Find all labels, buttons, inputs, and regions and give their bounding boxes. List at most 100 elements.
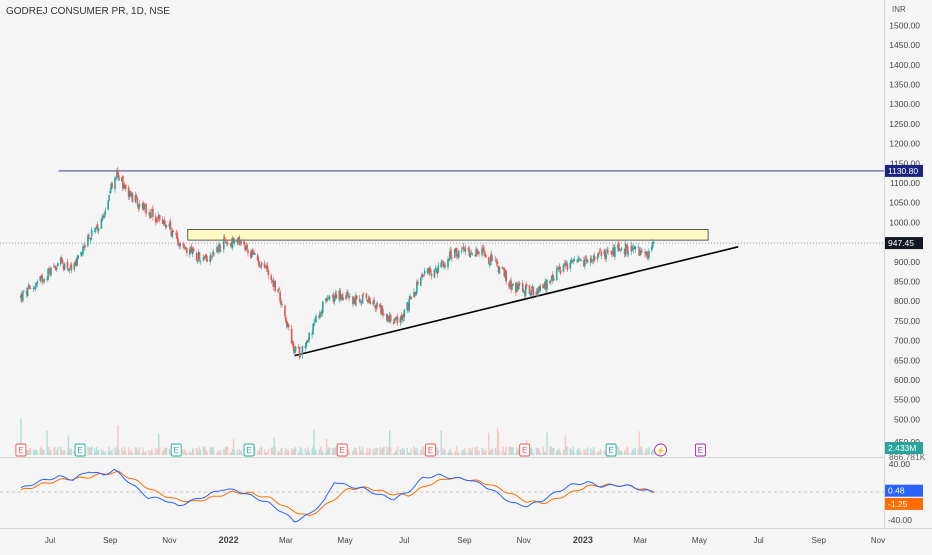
volume-bar [474,447,476,455]
candle-body [240,241,242,244]
candle-body [496,262,499,264]
volume-bar [415,451,417,455]
candle-body [247,250,249,254]
candle-body [421,275,424,277]
candle-body [523,291,526,295]
candle-body [223,237,226,241]
candle-body [449,251,451,260]
volume-bar [542,446,544,455]
volume-bar [380,450,382,455]
candle-body [321,311,323,314]
candle-body [163,220,166,226]
volume-bar [60,449,63,455]
candle-body [611,251,613,255]
volume-bar [598,452,601,455]
candle-body [257,260,260,265]
candle-layer [20,166,655,360]
y-tick-label: 1050.00 [889,198,920,208]
candle-body [461,247,464,249]
volume-bar [97,450,100,455]
volume-bar [220,450,222,455]
candle-body [467,247,470,250]
volume-bar [349,452,351,455]
candle-body [525,284,528,287]
candle-body [169,221,172,230]
candle-body [631,247,634,251]
volume-bar [107,450,109,455]
candle-body [210,257,212,258]
candle-body [66,261,69,269]
volume-bar [185,452,187,455]
candle-body [483,247,485,252]
volume-bar [353,450,355,455]
volume-bar [546,432,548,455]
candle-body [95,226,98,229]
volume-bar [502,446,504,455]
candle-body [538,287,540,292]
volume-bar [392,452,395,455]
candle-body [186,247,188,253]
candle-body [73,262,76,270]
volume-bar [381,448,383,455]
candle-body [177,238,179,246]
candle-body [383,314,385,316]
volume-bar [550,446,552,455]
grid-layer [0,0,932,529]
candle-body [577,258,579,262]
volume-bar [620,450,622,455]
volume-bar [124,446,126,455]
oscillator-tick-label: 40.00 [889,459,911,469]
candle-body [335,294,338,299]
volume-bar [448,451,450,455]
candle-body [293,350,296,353]
candle-body [441,261,443,263]
volume-bar [226,447,228,455]
candle-body [307,340,309,342]
candle-body [290,328,293,343]
volume-bar [66,450,69,455]
earnings-marker-label: E [246,446,251,455]
volume-bar [333,447,336,455]
volume-bar [352,450,354,455]
candle-body [600,252,603,256]
candle-body [306,340,308,343]
volume-bar [647,448,649,455]
volume-bar [271,447,273,455]
volume-bar [409,452,411,455]
candle-body [427,268,430,273]
candle-body [88,234,90,238]
earnings-marker-icon [425,443,436,457]
volume-bar [623,449,626,455]
candle-body [341,295,343,298]
volume-bar [390,447,392,455]
earnings-marker-label: E [174,446,179,455]
volume-bar [511,448,513,455]
volume-bar [590,448,592,455]
volume-bar [435,447,437,455]
candle-body [291,341,294,345]
resistance-price-badge-text: 1130.80 [888,166,918,176]
candle-body [515,282,517,293]
volume-bar [33,450,36,455]
candle-body [176,233,178,239]
candle-body [578,257,580,259]
candle-body [74,261,76,263]
volume-bar [447,452,449,455]
candle-body [598,251,601,253]
volume-bar [417,451,419,455]
x-tick-label: Nov [162,536,176,545]
candle-body [243,241,245,245]
candle-body [324,298,327,301]
volume-value-badge-box [885,442,923,454]
volume-bar [348,450,350,455]
volume-bar [157,450,159,455]
candle-body [587,261,589,263]
candle-body [292,343,295,352]
volume-bar [633,452,636,455]
candle-body [389,314,392,322]
candle-body [270,275,273,281]
candle-body [366,300,369,302]
candle-body [354,298,356,304]
volume-bar [145,451,147,455]
